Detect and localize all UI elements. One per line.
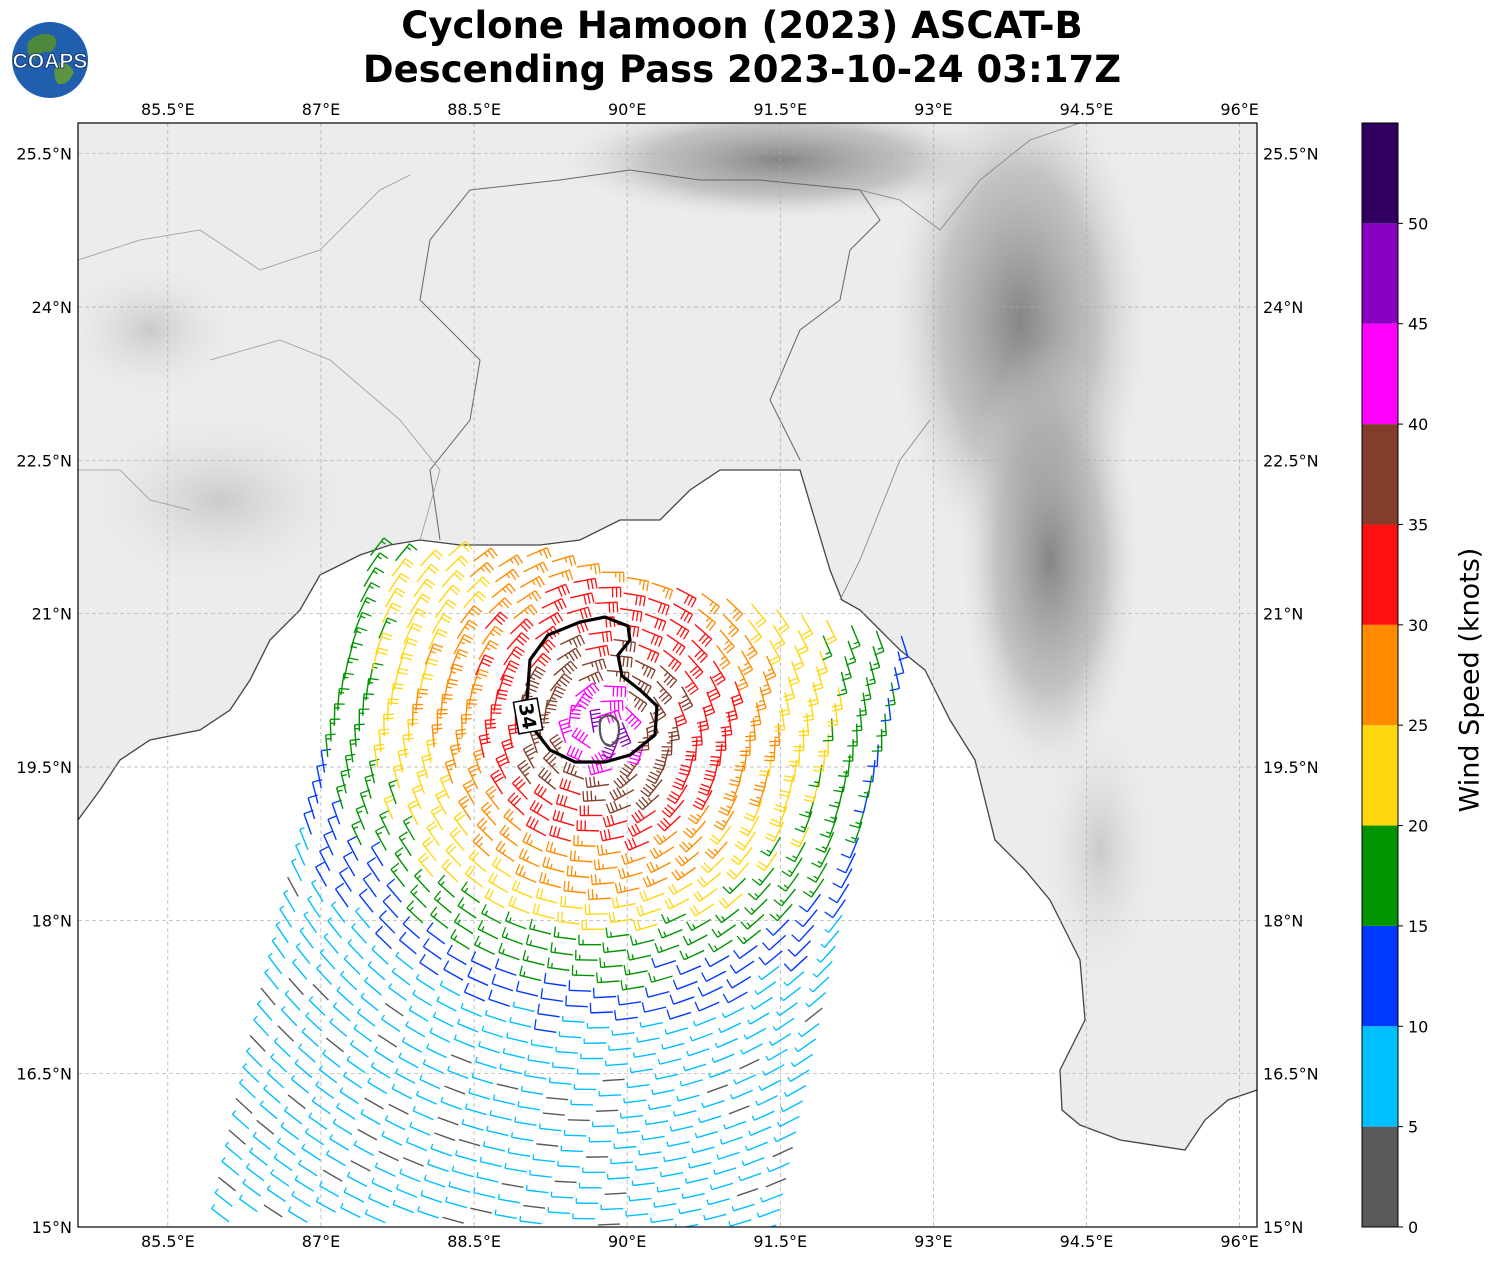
lon-tick-label-bottom: 93°E [914,1232,952,1251]
colorbar-bin [1362,725,1398,825]
colorbar-tick-label: 30 [1408,616,1428,635]
lat-tick-label-right: 15°N [1263,1218,1303,1237]
colorbar-bin [1362,223,1398,323]
colorbar-tick-label: 40 [1408,415,1428,434]
lon-tick-label-bottom: 90°E [608,1232,646,1251]
lat-tick-label-left: 18°N [32,911,72,930]
colorbar-tick-label: 0 [1408,1218,1418,1237]
colorbar-tick-label: 35 [1408,515,1428,534]
lat-tick-label-left: 24°N [32,298,72,317]
colorbar-tick-label: 25 [1408,716,1428,735]
lat-tick-label-right: 22.5°N [1263,451,1319,470]
colorbar-tick-label: 45 [1408,315,1428,334]
colorbar-tick-label: 10 [1408,1017,1428,1036]
lat-tick-label-right: 21°N [1263,605,1303,624]
colorbar-label: Wind Speed (knots) [1440,540,1498,820]
colorbar-bin [1362,625,1398,725]
lon-tick-label-top: 91.5°E [753,100,807,119]
colorbar-bin [1362,1127,1398,1227]
lon-tick-label-bottom: 85.5°E [141,1232,195,1251]
lon-tick-label-top: 90°E [608,100,646,119]
lat-tick-label-left: 15°N [32,1218,72,1237]
lon-tick-label-bottom: 91.5°E [753,1232,807,1251]
lon-tick-label-top: 85.5°E [141,100,195,119]
lat-tick-label-right: 19.5°N [1263,758,1319,777]
lat-tick-label-left: 21°N [32,605,72,624]
lon-tick-label-top: 96°E [1220,100,1258,119]
lon-tick-label-top: 88.5°E [447,100,501,119]
terrain-west [60,260,240,400]
lat-tick-label-left: 22.5°N [16,451,72,470]
contour-label-34: 34 [513,698,542,734]
colorbar-bin [1362,926,1398,1026]
lat-tick-label-right: 24°N [1263,298,1303,317]
lon-tick-label-bottom: 88.5°E [447,1232,501,1251]
colorbar-bin [1362,123,1398,223]
lon-tick-label-top: 87°E [302,100,340,119]
colorbar-tick-label: 50 [1408,214,1428,233]
svg-text:34: 34 [514,701,540,731]
colorbar-bin [1362,826,1398,926]
lat-tick-label-left: 16.5°N [16,1065,72,1084]
colorbar-tick-label: 15 [1408,917,1428,936]
lat-tick-label-left: 25.5°N [16,145,72,164]
terrain-rakhine [1040,710,1160,990]
wind-barb [596,1110,618,1111]
colorbar: 0 5 10 15 20 25 30 35 40 45 50 [1362,123,1428,1237]
colorbar-bin [1362,1026,1398,1126]
lat-tick-label-right: 18°N [1263,911,1303,930]
lon-tick-label-bottom: 87°E [302,1232,340,1251]
lon-tick-label-bottom: 96°E [1220,1232,1258,1251]
map-area: 34 [60,70,1257,1232]
lon-tick-label-bottom: 94.5°E [1060,1232,1114,1251]
lat-tick-label-right: 16.5°N [1263,1065,1319,1084]
colorbar-tick-label: 20 [1408,817,1428,836]
lon-tick-label-top: 94.5°E [1060,100,1114,119]
lon-tick-label-top: 93°E [914,100,952,119]
colorbar-bin [1362,524,1398,624]
terrain-chota-nagpur [80,410,360,590]
colorbar-tick-label: 5 [1408,1118,1418,1137]
lat-tick-label-right: 25.5°N [1263,145,1319,164]
colorbar-bin [1362,324,1398,424]
wind-barb [568,1120,590,1121]
lat-tick-label-left: 19.5°N [16,758,72,777]
colorbar-bin [1362,424,1398,524]
wind-barb [598,1224,620,1225]
